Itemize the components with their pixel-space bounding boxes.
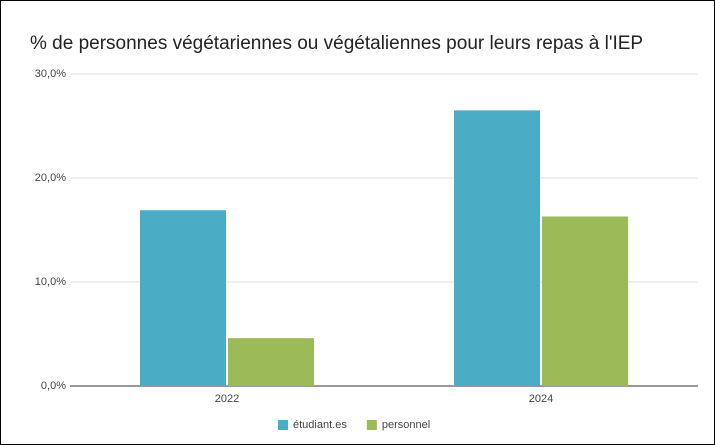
bar bbox=[228, 338, 314, 386]
y-tick-label: 20,0% bbox=[35, 172, 66, 184]
legend-label: étudiant.es bbox=[293, 419, 347, 431]
x-tick-label: 2022 bbox=[215, 393, 239, 405]
y-tick-label: 0,0% bbox=[41, 380, 66, 392]
bar bbox=[454, 110, 540, 387]
legend-swatch bbox=[278, 420, 288, 430]
chart-title: % de personnes végétariennes ou végétali… bbox=[30, 33, 643, 54]
y-tick-label: 10,0% bbox=[35, 276, 66, 288]
bar bbox=[140, 210, 226, 386]
x-tick-label: 2024 bbox=[529, 393, 553, 405]
legend-swatch bbox=[366, 420, 377, 430]
bar bbox=[542, 216, 628, 386]
legend-label: personnel bbox=[382, 419, 430, 431]
y-tick-label: 30,0% bbox=[35, 68, 66, 80]
